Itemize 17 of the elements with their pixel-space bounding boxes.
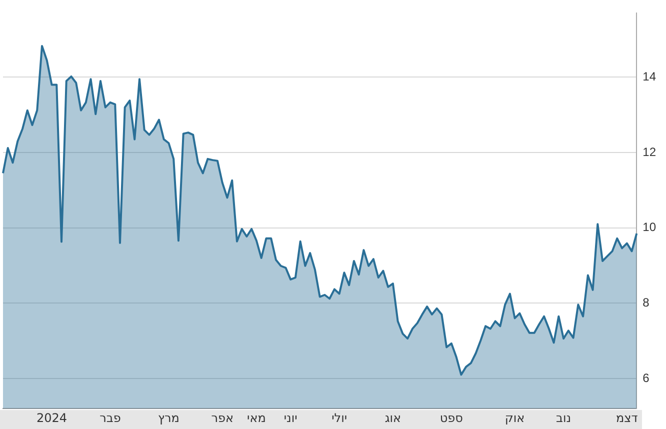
y-tick-label: 10 bbox=[642, 220, 656, 234]
x-tick-label: מאי bbox=[247, 410, 266, 425]
y-tick-label: 6 bbox=[642, 370, 650, 385]
x-tick-label: מרץ bbox=[158, 410, 180, 425]
x-tick-label: אפר bbox=[211, 410, 234, 425]
x-tick-label: אוג bbox=[384, 410, 402, 425]
x-tick-label: ספט bbox=[440, 410, 464, 425]
x-tick-label: דצמ bbox=[616, 410, 638, 425]
x-tick-label: פבר bbox=[100, 410, 121, 425]
y-tick-label: 8 bbox=[642, 295, 650, 310]
x-tick-label: יולי bbox=[332, 410, 348, 425]
y-tick-label: 12 bbox=[642, 144, 656, 159]
x-tick-label: 2024 bbox=[36, 410, 68, 425]
x-tick-label: אוק bbox=[504, 410, 525, 425]
y-tick-label: 14 bbox=[642, 70, 656, 84]
x-tick-label: יוני bbox=[284, 410, 298, 425]
x-tick-label: נוב bbox=[556, 410, 572, 425]
